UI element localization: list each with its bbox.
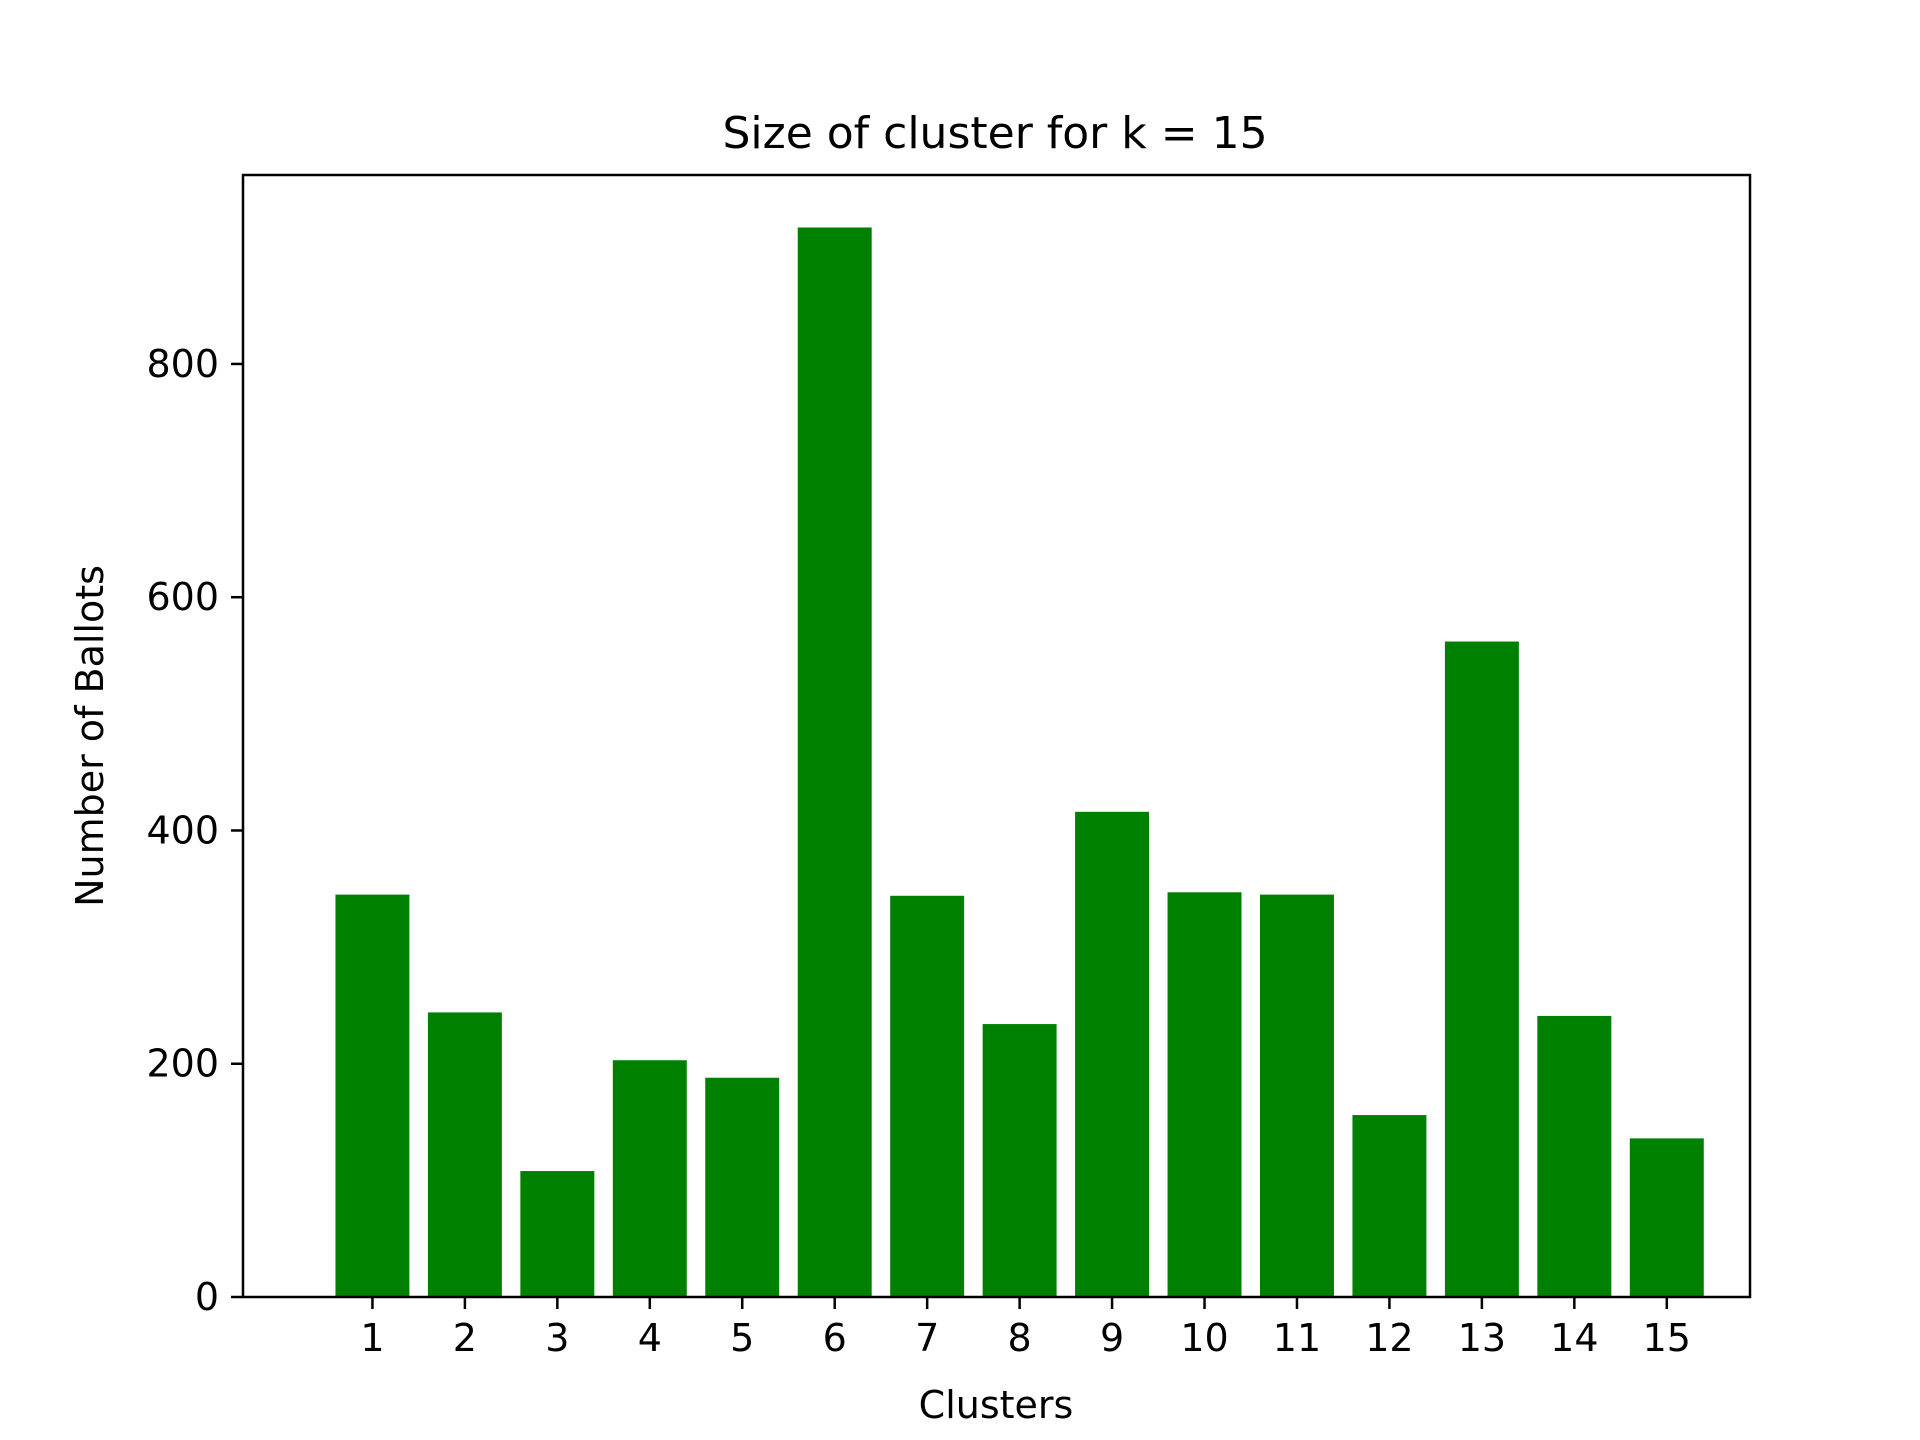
x-tick-label: 14 [1550, 1316, 1598, 1360]
bar-6 [797, 227, 872, 1298]
bars-group [335, 227, 1704, 1298]
y-tick-label: 0 [195, 1275, 219, 1319]
x-tick-label: 7 [915, 1316, 939, 1360]
y-axis-ticks: 0 200 400 600 800 [146, 342, 243, 1319]
x-tick-label: 15 [1643, 1316, 1691, 1360]
bar-12 [1352, 1115, 1427, 1297]
x-tick-label: 2 [453, 1316, 477, 1360]
bar-5 [705, 1077, 780, 1297]
bar-10 [1167, 892, 1242, 1297]
y-tick-label: 400 [146, 808, 219, 852]
bar-1 [335, 894, 410, 1297]
y-tick-label: 200 [146, 1042, 219, 1086]
x-tick-label: 9 [1100, 1316, 1124, 1360]
y-axis-label: Number of Ballots [68, 565, 112, 907]
x-tick-label: 8 [1008, 1316, 1032, 1360]
x-tick-label: 10 [1180, 1316, 1228, 1360]
bar-13 [1444, 641, 1519, 1297]
x-tick-label: 6 [823, 1316, 847, 1360]
x-tick-label: 11 [1273, 1316, 1321, 1360]
x-tick-label: 3 [545, 1316, 569, 1360]
bar-9 [1075, 811, 1150, 1297]
bar-15 [1629, 1138, 1704, 1297]
bar-14 [1537, 1015, 1612, 1297]
x-tick-label: 1 [360, 1316, 384, 1360]
bar-7 [890, 895, 965, 1297]
x-tick-label: 5 [730, 1316, 754, 1360]
y-tick-label: 800 [146, 342, 219, 386]
x-axis-label: Clusters [919, 1383, 1074, 1427]
bar-2 [427, 1012, 502, 1297]
chart-title: Size of cluster for k = 15 [722, 108, 1267, 159]
bar-4 [612, 1060, 687, 1297]
bar-8 [982, 1024, 1057, 1297]
bar-3 [520, 1171, 595, 1297]
y-tick-label: 600 [146, 575, 219, 619]
x-tick-label: 12 [1365, 1316, 1413, 1360]
bar-11 [1259, 894, 1334, 1297]
x-axis-ticks: 1 2 3 4 5 6 7 8 9 10 11 12 13 14 15 [360, 1297, 1691, 1360]
plot-frame [241, 173, 1752, 1299]
x-tick-label: 4 [638, 1316, 662, 1360]
x-tick-label: 13 [1458, 1316, 1506, 1360]
